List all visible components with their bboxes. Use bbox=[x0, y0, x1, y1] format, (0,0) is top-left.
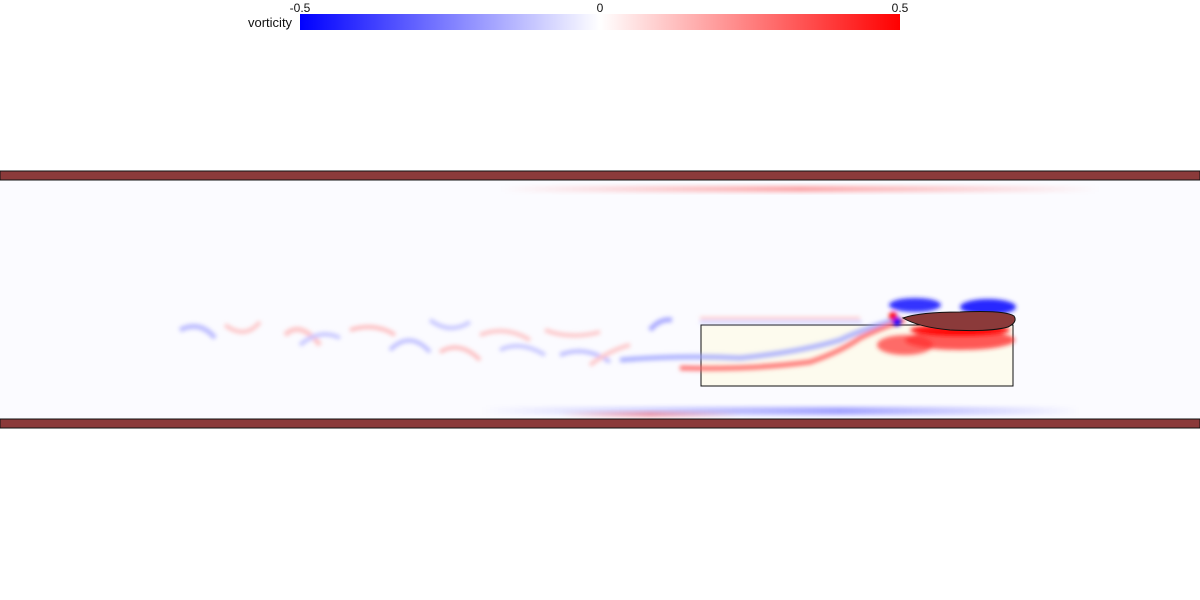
top-wall-boundary-layer bbox=[500, 186, 1100, 192]
far-wake bbox=[178, 317, 673, 367]
bottom-wall-boundary-layer-red bbox=[560, 412, 740, 417]
colorbar-tick-max: 0.5 bbox=[891, 1, 909, 15]
colorbar-tick-mid: 0 bbox=[596, 1, 604, 15]
channel-interior bbox=[0, 180, 1200, 420]
bottom-wall-boundary-layer-blue bbox=[480, 407, 1080, 415]
bottom-wall bbox=[0, 418, 1200, 429]
colorbar-label: vorticity bbox=[248, 15, 293, 30]
near-wake bbox=[619, 315, 906, 371]
colorbar-tick-min: -0.5 bbox=[289, 1, 311, 15]
top-wall bbox=[0, 170, 1200, 181]
vorticity-colorbar bbox=[300, 14, 900, 30]
foil-body bbox=[901, 311, 1016, 332]
